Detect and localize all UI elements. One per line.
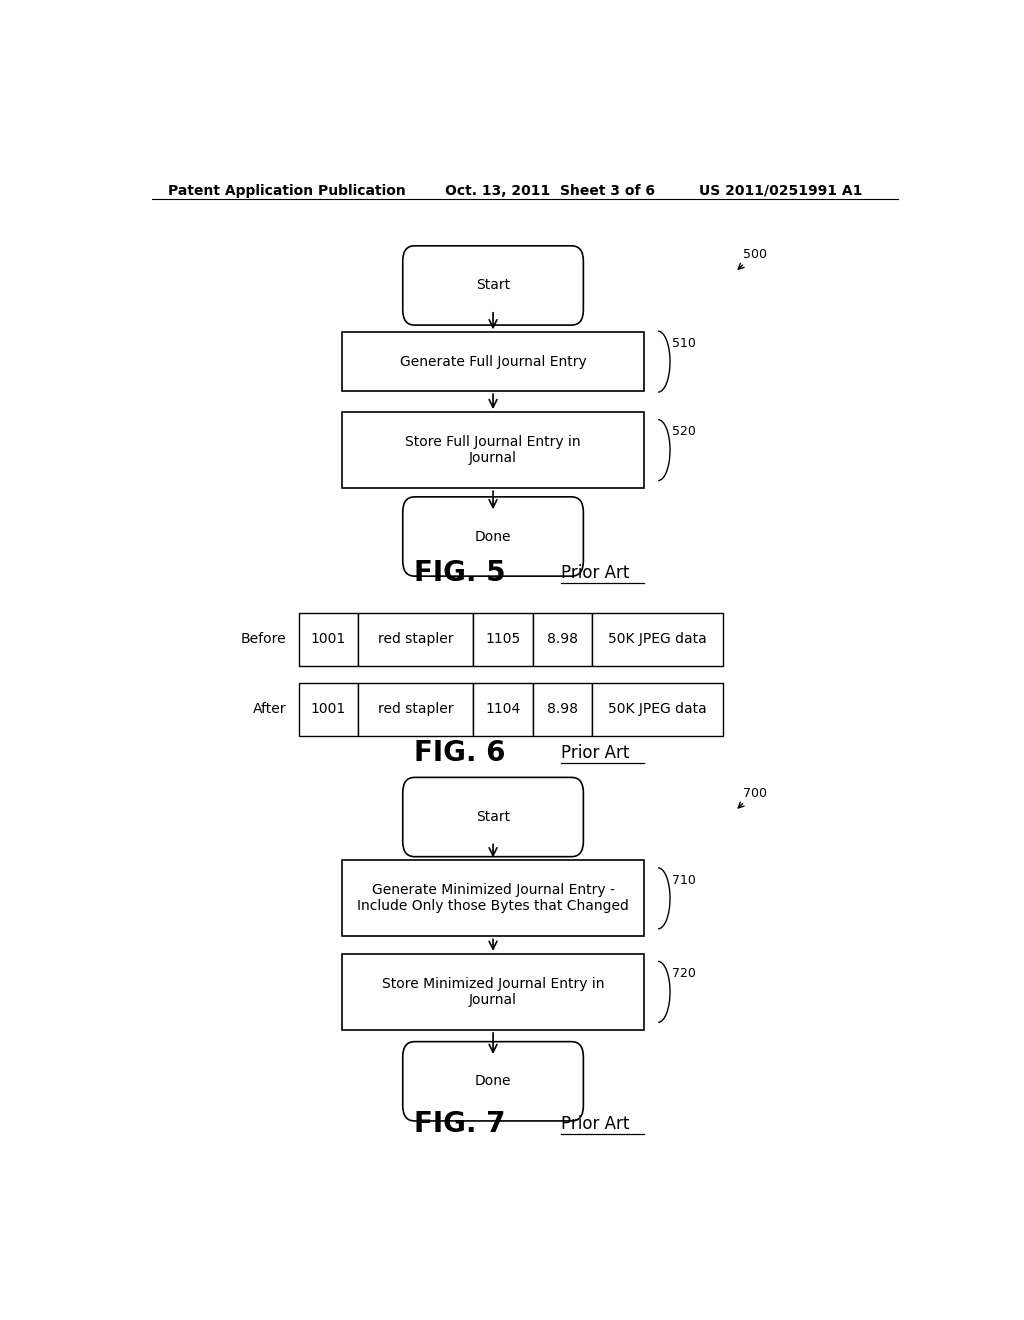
Text: red stapler: red stapler <box>378 632 454 647</box>
Bar <box>532 612 592 665</box>
Text: Before: Before <box>241 632 287 647</box>
Text: 1001: 1001 <box>310 702 346 717</box>
Bar <box>532 682 592 735</box>
Text: FIG. 6: FIG. 6 <box>414 739 505 767</box>
Text: FIG. 7: FIG. 7 <box>414 1110 505 1138</box>
Text: Prior Art: Prior Art <box>560 1115 629 1133</box>
Text: FIG. 5: FIG. 5 <box>414 560 505 587</box>
Text: Oct. 13, 2011  Sheet 3 of 6: Oct. 13, 2011 Sheet 3 of 6 <box>445 183 655 198</box>
Bar <box>473 682 532 735</box>
Text: Patent Application Publication: Patent Application Publication <box>168 183 406 198</box>
Text: Start: Start <box>476 279 510 293</box>
Text: 510: 510 <box>673 337 696 350</box>
Text: Done: Done <box>475 1074 511 1088</box>
Bar <box>342 333 644 391</box>
Bar <box>473 612 532 665</box>
Text: 50K JPEG data: 50K JPEG data <box>608 702 708 717</box>
Bar <box>299 682 358 735</box>
Text: 1001: 1001 <box>310 632 346 647</box>
Text: Done: Done <box>475 529 511 544</box>
Text: Generate Full Journal Entry: Generate Full Journal Entry <box>399 355 587 368</box>
Text: 700: 700 <box>743 787 767 800</box>
Text: Start: Start <box>476 810 510 824</box>
Bar <box>358 682 473 735</box>
Text: 1105: 1105 <box>485 632 520 647</box>
Bar <box>342 861 644 936</box>
Bar <box>592 612 723 665</box>
Text: 1104: 1104 <box>485 702 520 717</box>
Text: Store Minimized Journal Entry in
Journal: Store Minimized Journal Entry in Journal <box>382 977 604 1007</box>
FancyBboxPatch shape <box>402 496 584 576</box>
Text: red stapler: red stapler <box>378 702 454 717</box>
Bar <box>299 612 358 665</box>
Text: Prior Art: Prior Art <box>560 744 629 762</box>
Text: Generate Minimized Journal Entry -
Include Only those Bytes that Changed: Generate Minimized Journal Entry - Inclu… <box>357 883 629 913</box>
FancyBboxPatch shape <box>402 246 584 325</box>
Text: 520: 520 <box>673 425 696 438</box>
Text: 50K JPEG data: 50K JPEG data <box>608 632 708 647</box>
Text: Store Full Journal Entry in
Journal: Store Full Journal Entry in Journal <box>406 436 581 465</box>
Text: Prior Art: Prior Art <box>560 564 629 582</box>
Text: 720: 720 <box>673 968 696 979</box>
Text: US 2011/0251991 A1: US 2011/0251991 A1 <box>699 183 863 198</box>
Text: After: After <box>253 702 287 717</box>
Bar <box>342 412 644 488</box>
Bar <box>342 954 644 1030</box>
Text: 500: 500 <box>743 248 767 261</box>
FancyBboxPatch shape <box>402 1041 584 1121</box>
Bar <box>358 612 473 665</box>
Bar <box>592 682 723 735</box>
Text: 710: 710 <box>673 874 696 887</box>
Text: 8.98: 8.98 <box>547 632 578 647</box>
FancyBboxPatch shape <box>402 777 584 857</box>
Text: 8.98: 8.98 <box>547 702 578 717</box>
